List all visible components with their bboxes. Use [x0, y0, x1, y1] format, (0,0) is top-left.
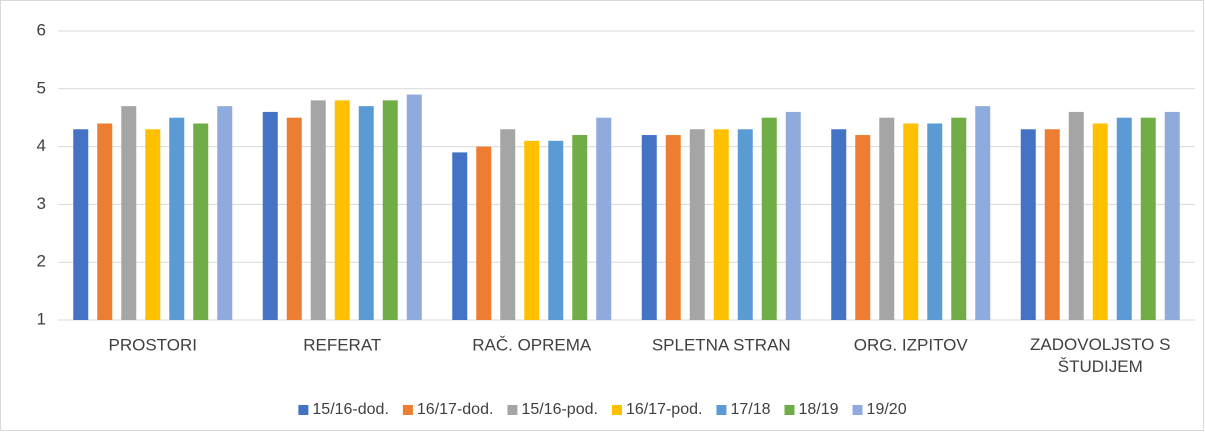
bar: [951, 117, 967, 320]
bar: [737, 129, 753, 320]
legend-label: 15/16-dod.: [312, 401, 389, 418]
legend-swatch: [402, 405, 413, 415]
bar: [334, 100, 350, 320]
legend-label: 16/17-pod.: [626, 401, 703, 418]
bar: [1044, 129, 1060, 320]
bar: [310, 100, 326, 320]
legend-swatch: [784, 405, 795, 415]
legend-swatch: [716, 405, 727, 415]
legend-label: 17/18: [730, 401, 770, 418]
bar: [193, 123, 209, 320]
bar: [1068, 111, 1084, 320]
bar: [476, 146, 492, 320]
legend-label: 18/19: [799, 401, 839, 418]
bar: [121, 106, 137, 320]
legend-label: 15/16-pod.: [521, 401, 598, 418]
bar: [73, 129, 89, 320]
bar: [1020, 129, 1036, 320]
y-tick-label: 4: [37, 136, 46, 155]
bar: [975, 106, 991, 320]
bar: [1164, 111, 1180, 320]
bar: [524, 140, 540, 320]
bar: [145, 129, 161, 320]
y-tick-label: 2: [37, 252, 46, 271]
bar: [358, 106, 374, 320]
x-tick-label: PROSTORI: [109, 335, 197, 354]
bar: [1140, 117, 1156, 320]
y-tick-label: 5: [37, 78, 46, 97]
bar: [169, 117, 185, 320]
x-tick-label: ORG. IZPITOV: [854, 335, 969, 354]
bar: [452, 152, 468, 320]
bar: [903, 123, 919, 320]
legend-swatch: [298, 405, 309, 415]
bar: [927, 123, 943, 320]
legend-swatch: [507, 405, 518, 415]
x-tick-label: REFERAT: [303, 335, 381, 354]
y-tick-label: 3: [37, 194, 46, 213]
legend-label: 19/20: [867, 401, 907, 418]
bar: [97, 123, 113, 320]
bar: [262, 111, 278, 320]
y-tick-label: 1: [37, 309, 46, 328]
x-tick-label: RAČ. OPREMA: [472, 335, 592, 354]
bar: [785, 111, 801, 320]
bar: [548, 140, 564, 320]
bar: [855, 135, 871, 320]
bar: [596, 117, 612, 320]
bar: [879, 117, 895, 320]
bar: [831, 129, 847, 320]
bar: [217, 106, 233, 320]
bar: [713, 129, 729, 320]
bar: [382, 100, 398, 320]
bar: [286, 117, 302, 320]
bar: [641, 135, 657, 320]
x-tick-label: SPLETNA STRAN: [652, 335, 791, 354]
bar: [500, 129, 516, 320]
bar: [572, 135, 588, 320]
bar: [1092, 123, 1108, 320]
legend-label: 16/17-dod.: [417, 401, 494, 418]
legend-swatch: [852, 405, 863, 415]
bar: [761, 117, 777, 320]
bar: [689, 129, 705, 320]
bar: [406, 94, 422, 320]
y-tick-label: 6: [37, 20, 46, 39]
x-tick-label: ZADOVOLJSTO S ŠTUDIJEM: [1030, 335, 1170, 376]
bar: [665, 135, 681, 320]
legend-swatch: [611, 405, 622, 415]
bar: [1116, 117, 1132, 320]
